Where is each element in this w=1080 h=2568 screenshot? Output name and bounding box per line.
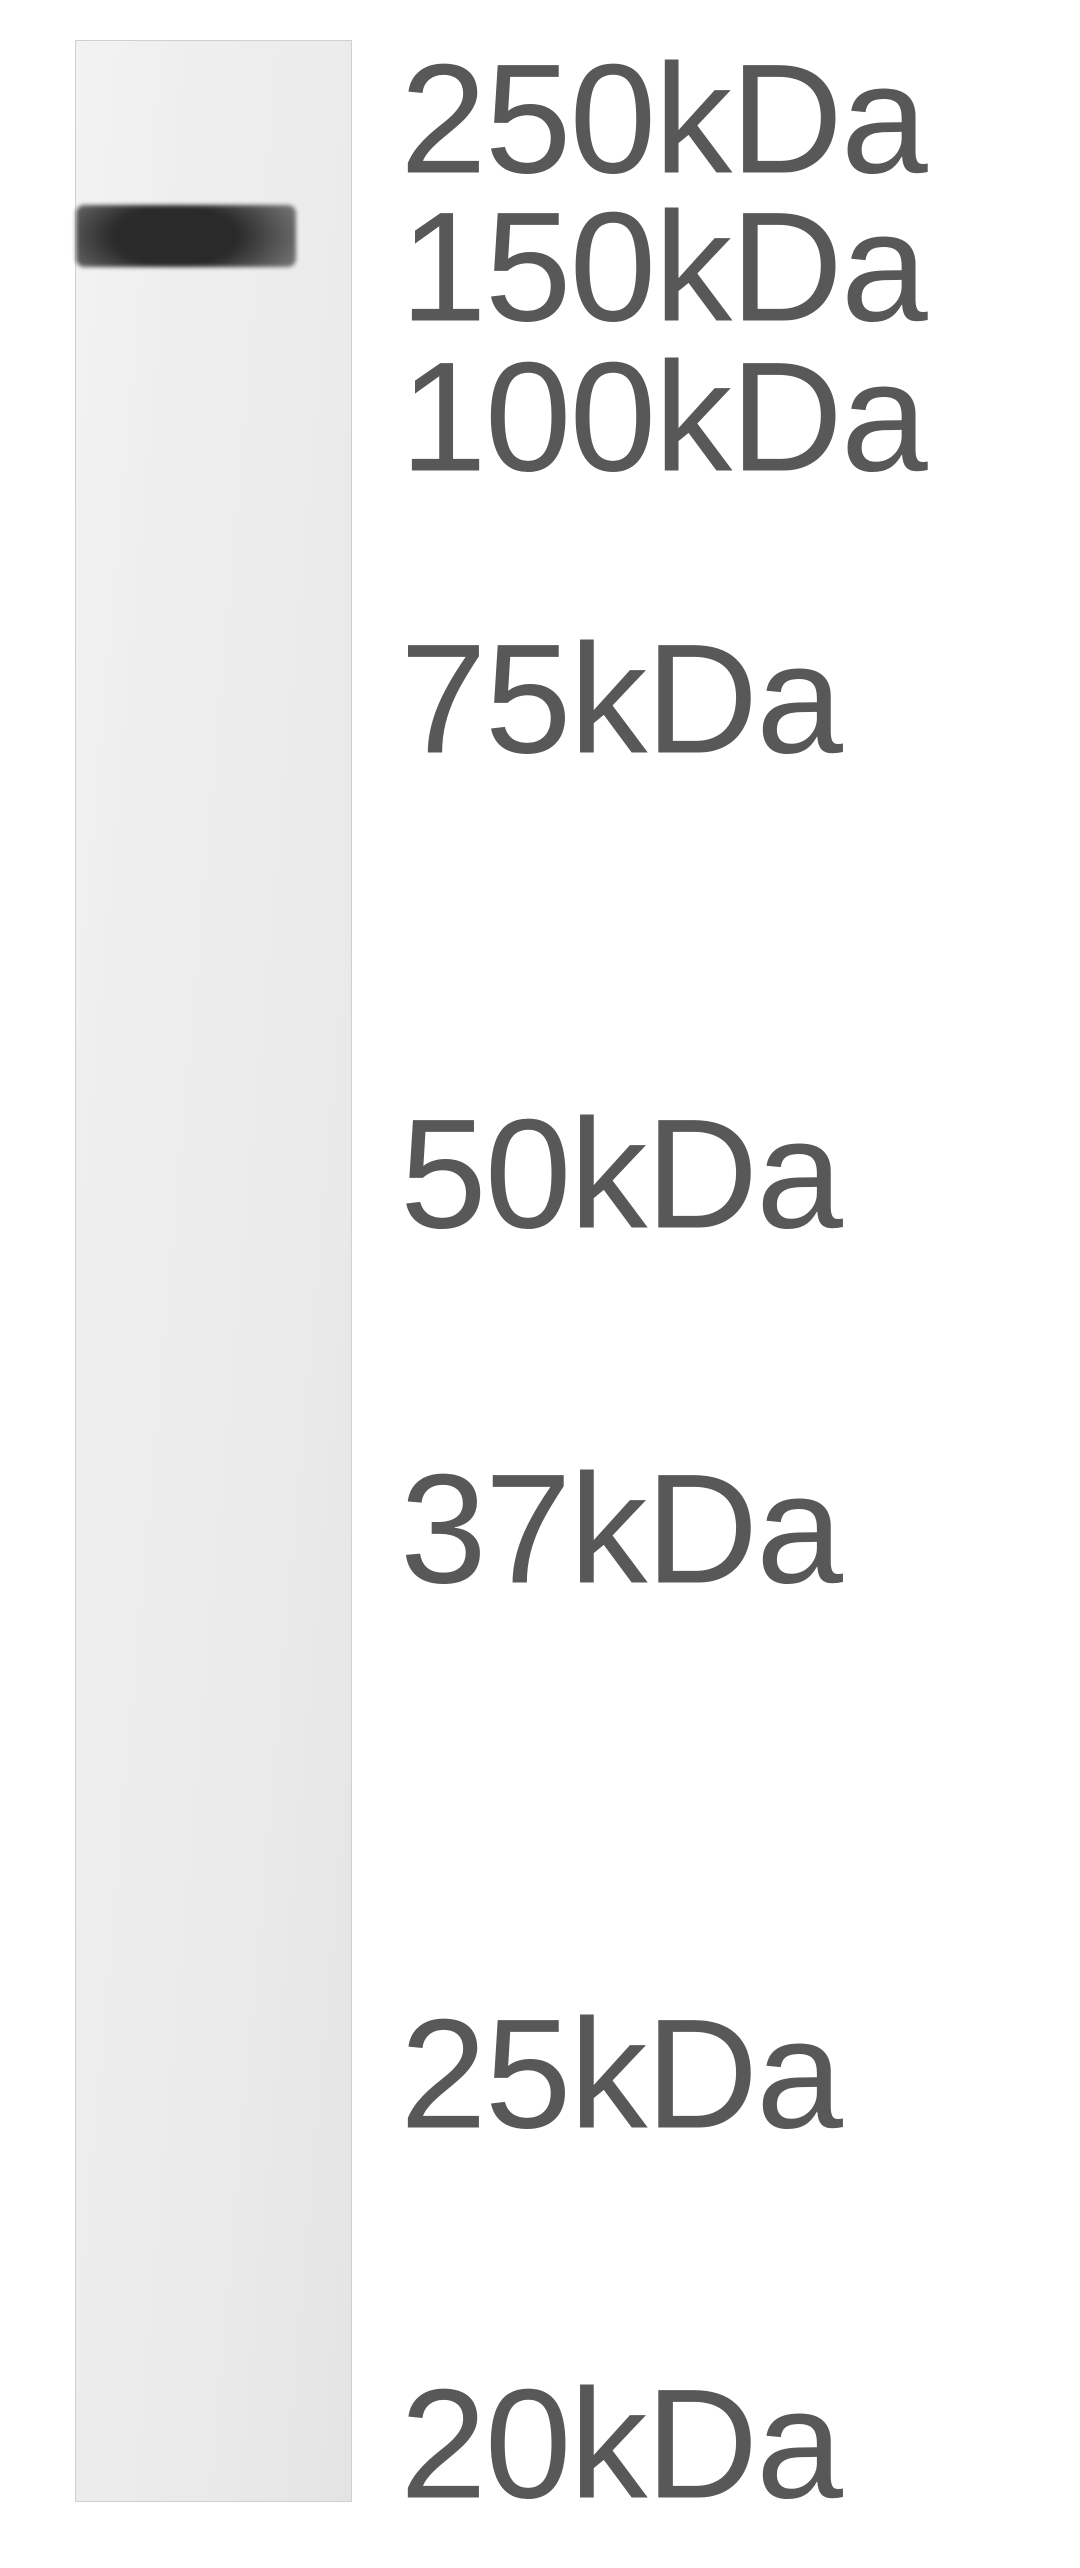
blot-canvas: 250kDa150kDa100kDa75kDa50kDa37kDa25kDa20… [0,0,1080,2568]
marker-label-75kda: 75kDa [400,611,841,790]
marker-label-100kda: 100kDa [400,329,926,508]
protein-band [76,205,296,267]
marker-label-37kda: 37kDa [400,1441,841,1620]
marker-label-50kda: 50kDa [400,1086,841,1265]
marker-label-25kda: 25kDa [400,1986,841,2165]
gel-lane [75,40,352,2502]
marker-label-20kda: 20kDa [400,2356,841,2535]
